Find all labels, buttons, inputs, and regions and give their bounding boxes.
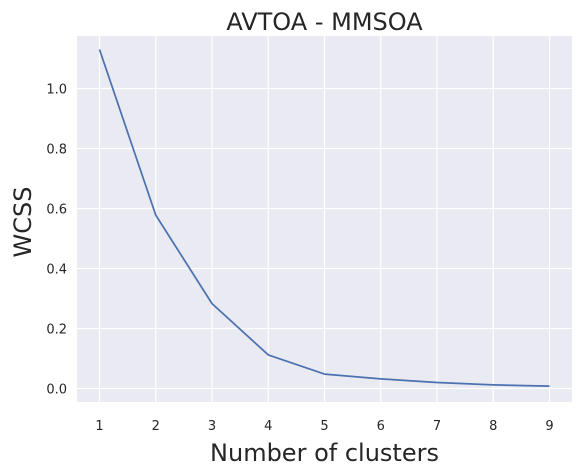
- x-tick-label: 2: [152, 419, 160, 434]
- x-axis-label: Number of clusters: [210, 439, 439, 467]
- x-tick-label: 5: [320, 419, 328, 434]
- x-tick-labels: 1 2 3 4 5 6 7 8 9: [95, 419, 553, 434]
- x-gridlines: [98, 36, 551, 402]
- y-tick-label: 0.0: [46, 383, 67, 398]
- x-tick-label: 7: [433, 419, 441, 434]
- y-tick-label: 0.4: [46, 263, 67, 278]
- y-tick-label: 0.2: [46, 323, 67, 338]
- x-tick-label: 4: [264, 419, 272, 434]
- y-axis-label: WCSS: [9, 187, 37, 258]
- x-tick-label: 8: [489, 419, 497, 434]
- y-tick-label: 1.0: [46, 83, 67, 98]
- x-tick-label: 6: [377, 419, 385, 434]
- chart-title: AVTOA - MMSOA: [226, 8, 423, 36]
- y-tick-label: 0.6: [46, 203, 67, 218]
- y-tick-label: 0.8: [46, 143, 67, 158]
- x-tick-label: 1: [95, 419, 103, 434]
- x-tick-label: 9: [545, 419, 553, 434]
- y-tick-labels: 0.0 0.2 0.4 0.6 0.8 1.0: [46, 83, 67, 398]
- series-line: [98, 49, 550, 387]
- y-gridlines: [77, 87, 572, 390]
- x-tick-label: 3: [208, 419, 216, 434]
